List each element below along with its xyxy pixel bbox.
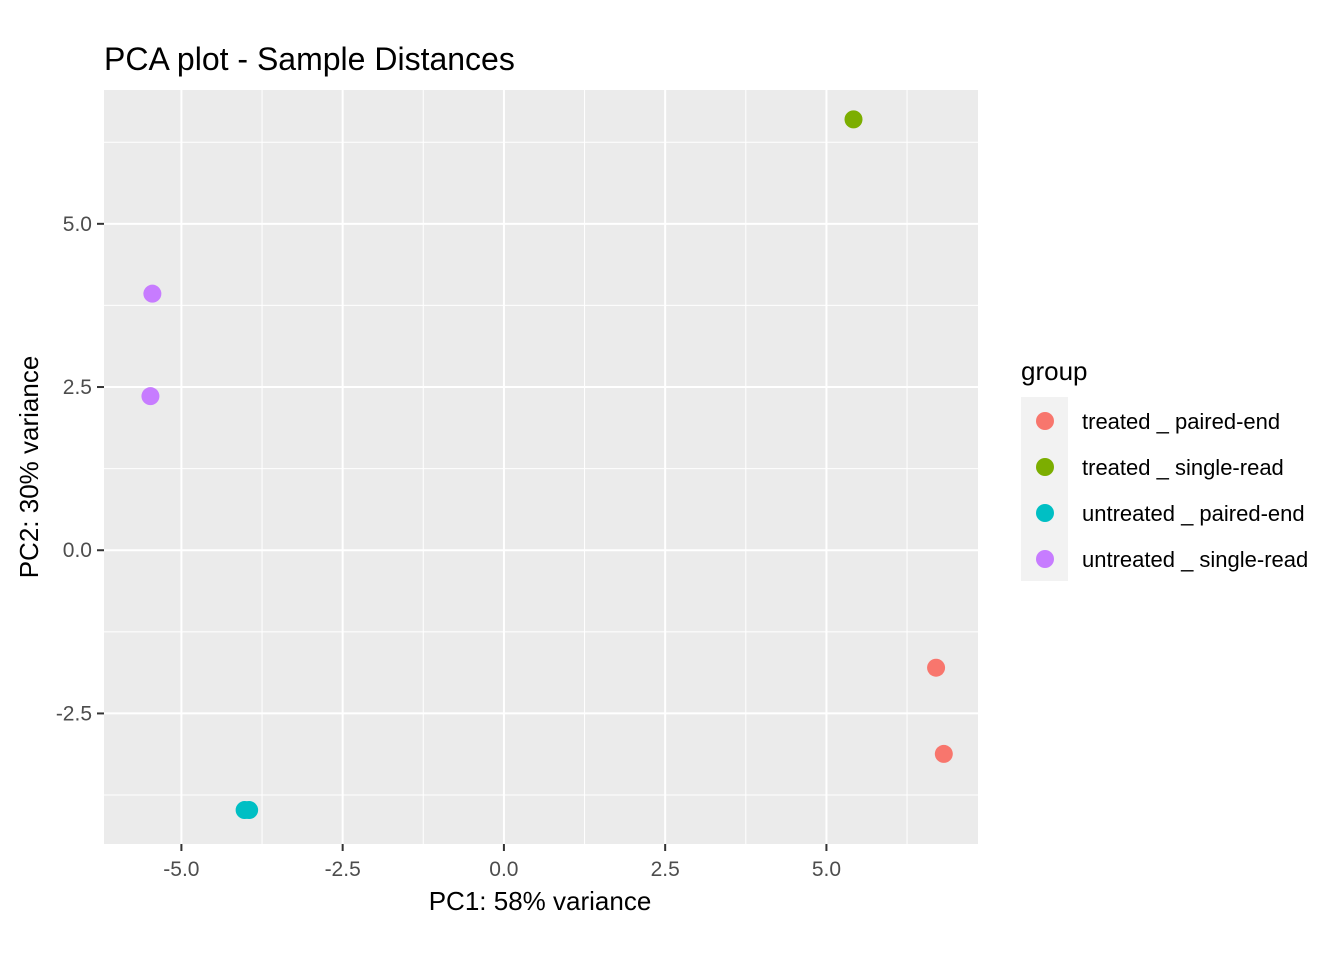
legend-key: [1036, 458, 1054, 476]
data-point: [934, 744, 953, 763]
legend-label: treated _ paired-end: [1082, 409, 1280, 434]
x-tick-label: -5.0: [163, 858, 199, 881]
legend-label: untreated _ paired-end: [1082, 501, 1305, 526]
data-point: [143, 284, 162, 303]
x-tick-label: 2.5: [651, 858, 680, 881]
y-tick-label: 2.5: [63, 376, 92, 399]
x-axis: -5.0 -2.5 0.0 2.5 5.0: [163, 844, 841, 881]
grid-lines: [104, 90, 978, 844]
legend-key: [1036, 504, 1054, 522]
y-tick-label: -2.5: [56, 702, 92, 725]
x-tick-label: 0.0: [489, 858, 518, 881]
data-point: [927, 658, 946, 677]
y-axis-title: PC2: 30% variance: [14, 356, 44, 579]
data-point: [240, 801, 259, 820]
legend-label: untreated _ single-read: [1082, 547, 1308, 572]
y-axis: -2.5 0.0 2.5 5.0: [56, 213, 104, 725]
data-points: [141, 110, 953, 820]
legend-items: treated _ paired-end treated _ single-rea…: [1036, 409, 1308, 572]
legend-key: [1036, 412, 1054, 430]
chart-title: PCA plot - Sample Distances: [104, 41, 515, 77]
x-tick-label: 5.0: [812, 858, 841, 881]
x-axis-title: PC1: 58% variance: [429, 886, 652, 916]
y-tick-label: 0.0: [63, 539, 92, 562]
legend: group treated _ paired-end treated _ sing…: [1021, 356, 1308, 581]
y-tick-label: 5.0: [63, 213, 92, 236]
x-tick-label: -2.5: [325, 858, 361, 881]
data-point: [844, 110, 863, 129]
legend-title: group: [1021, 356, 1088, 386]
legend-label: treated _ single-read: [1082, 455, 1284, 480]
plot-panel: [104, 90, 978, 844]
data-point: [141, 387, 160, 406]
legend-key: [1036, 550, 1054, 568]
